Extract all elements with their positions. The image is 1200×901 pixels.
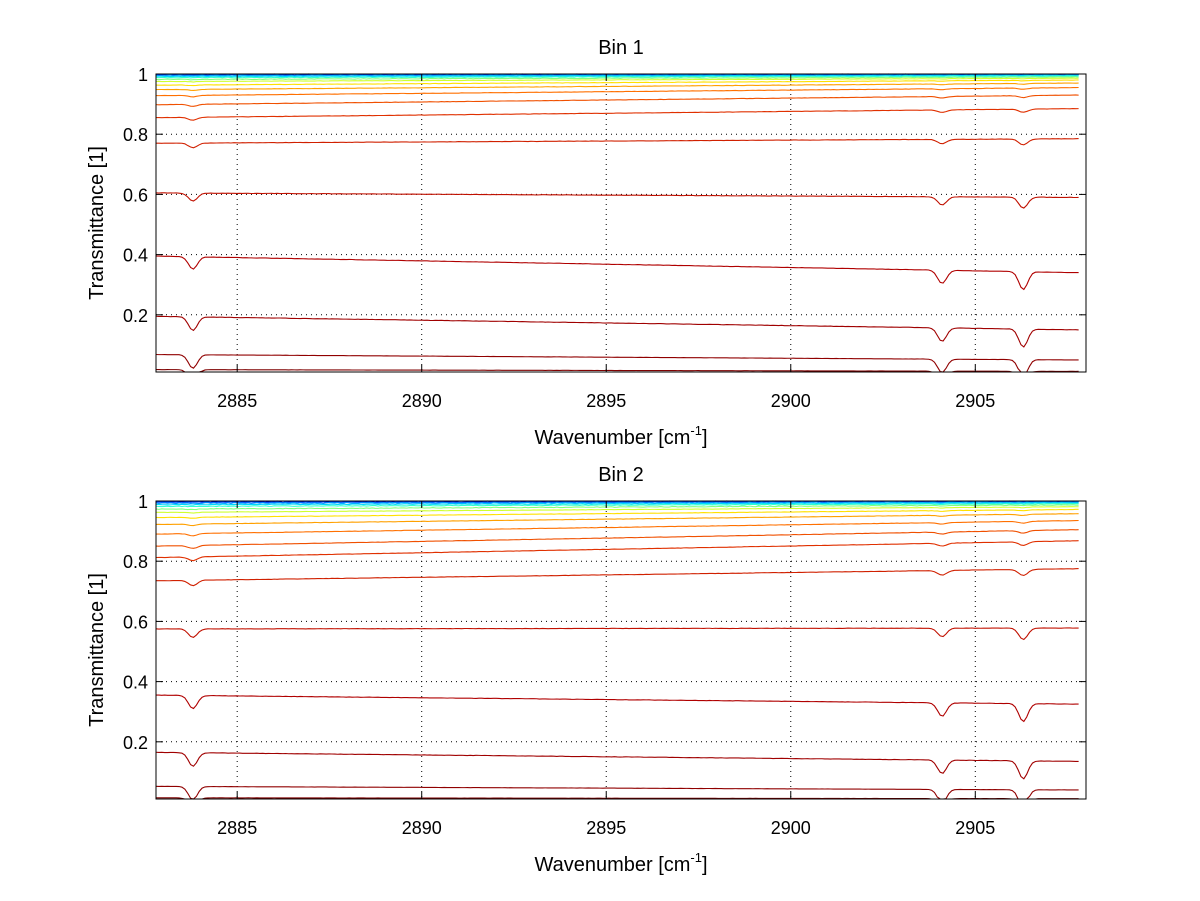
series-line [155, 751, 1079, 780]
x-tick-label: 2890 [402, 818, 442, 838]
series-line [155, 529, 1079, 549]
plot-area-frame [155, 73, 1087, 373]
y-tick-label: 0.6 [123, 185, 148, 205]
series-line [156, 519, 1079, 537]
chart-bin-2: Bin 2 2885 2890 2895 2900 29050.20.40.60.81 … [86, 464, 1087, 876]
x-tick-label: 2890 [402, 391, 442, 411]
y-tick-label: 0.8 [123, 552, 148, 572]
series-line [155, 315, 1079, 348]
series-line [155, 353, 1079, 373]
y-tick-label: 1 [138, 65, 148, 85]
y-tick-label: 0.4 [123, 673, 148, 693]
series-line [155, 500, 1079, 504]
y-tick-label: 0.2 [123, 306, 148, 326]
x-axis-label: Wavenumber [cm-1] [534, 850, 707, 876]
series-line [155, 75, 1079, 79]
x-tick-label: 2885 [217, 818, 257, 838]
x-tick-label: 2895 [586, 391, 626, 411]
series-line [155, 513, 1079, 527]
x-tick-label: 2895 [586, 818, 626, 838]
series-lines [155, 73, 1079, 373]
series-line [155, 82, 1079, 92]
series-line [155, 504, 1079, 511]
plot-area-frame [155, 500, 1087, 800]
series-line [155, 627, 1079, 641]
series-line [155, 785, 1079, 800]
y-tick-label: 0.4 [123, 246, 148, 266]
y-axis-label: Transmittance [1] [86, 146, 108, 300]
chart-bin-1: Bin 1 2885 2890 2895 2900 29050.20.40.60.81 … [86, 37, 1087, 449]
x-tick-label: 2905 [955, 818, 995, 838]
series-line [155, 108, 1079, 121]
series-line [155, 192, 1079, 209]
series-line [155, 77, 1079, 83]
series-line [155, 501, 1079, 505]
series-line [155, 502, 1079, 506]
series-line [155, 255, 1079, 291]
series-line [155, 508, 1079, 519]
x-tick-label: 2900 [771, 818, 811, 838]
axis-ticks: 2885 2890 2895 2900 2905 0.2 0.4 0.6 0.8 1 [123, 492, 1086, 838]
y-tick-label: 0.6 [123, 612, 148, 632]
x-tick-label: 2905 [955, 391, 995, 411]
y-axis-label: Transmittance [1] [86, 573, 108, 727]
chart-title: Bin 1 [598, 37, 644, 59]
series-line [155, 138, 1079, 149]
series-line [155, 506, 1079, 514]
series-line [155, 694, 1079, 723]
x-tick-label: 2900 [771, 391, 811, 411]
x-tick-label: 2885 [217, 391, 257, 411]
series-line [155, 76, 1079, 81]
y-tick-label: 0.2 [123, 733, 148, 753]
chart-title: Bin 2 [598, 464, 644, 486]
y-tick-label: 1 [138, 492, 148, 512]
y-tick-label: 0.8 [123, 125, 148, 145]
series-line [155, 86, 1079, 98]
series-line [155, 74, 1079, 78]
series-line [155, 79, 1079, 87]
series-line [155, 502, 1079, 508]
series-line [155, 94, 1079, 107]
series-line [155, 568, 1079, 587]
series-line [155, 540, 1079, 562]
x-axis-label: Wavenumber [cm-1] [534, 423, 707, 449]
series-line [155, 369, 1079, 373]
axis-ticks: 2885 2890 2895 2900 2905 0.2 0.4 0.6 0.8 1 [123, 65, 1086, 411]
